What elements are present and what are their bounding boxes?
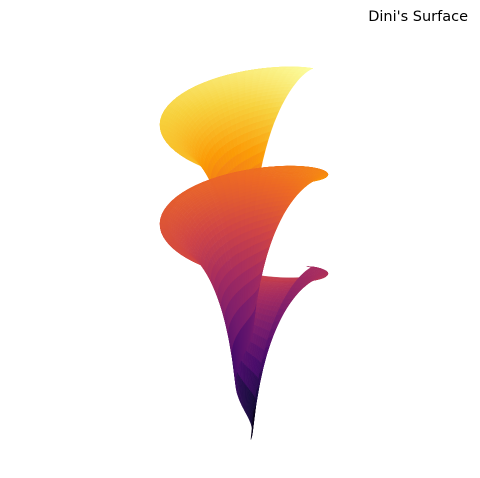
surface-facet (161, 110, 165, 116)
surface-facet (244, 238, 249, 251)
surface-facet (235, 334, 240, 367)
surface-facet (254, 68, 263, 70)
surface-facet (324, 170, 327, 173)
surface-facet (244, 270, 248, 287)
surface-facet (244, 258, 248, 273)
surface-facet (245, 69, 255, 72)
surface-facet (280, 277, 290, 280)
surface-facet (160, 213, 163, 219)
surface-facet (236, 70, 246, 74)
surface-facet (271, 66, 280, 68)
surface-facet (241, 150, 245, 163)
surface-facet (241, 249, 245, 263)
surface-facet (273, 276, 283, 279)
surface-facet (244, 148, 248, 162)
surface-facet (324, 269, 327, 272)
surface-facet (244, 247, 248, 261)
surface-facet (182, 188, 190, 194)
surface-facet (244, 284, 247, 304)
surface-mesh (159, 66, 329, 440)
surface-facet (227, 72, 237, 76)
surface-facet (321, 169, 325, 171)
surface-facet (181, 89, 190, 94)
surface-facet (262, 67, 272, 69)
surface-facet (321, 268, 325, 271)
